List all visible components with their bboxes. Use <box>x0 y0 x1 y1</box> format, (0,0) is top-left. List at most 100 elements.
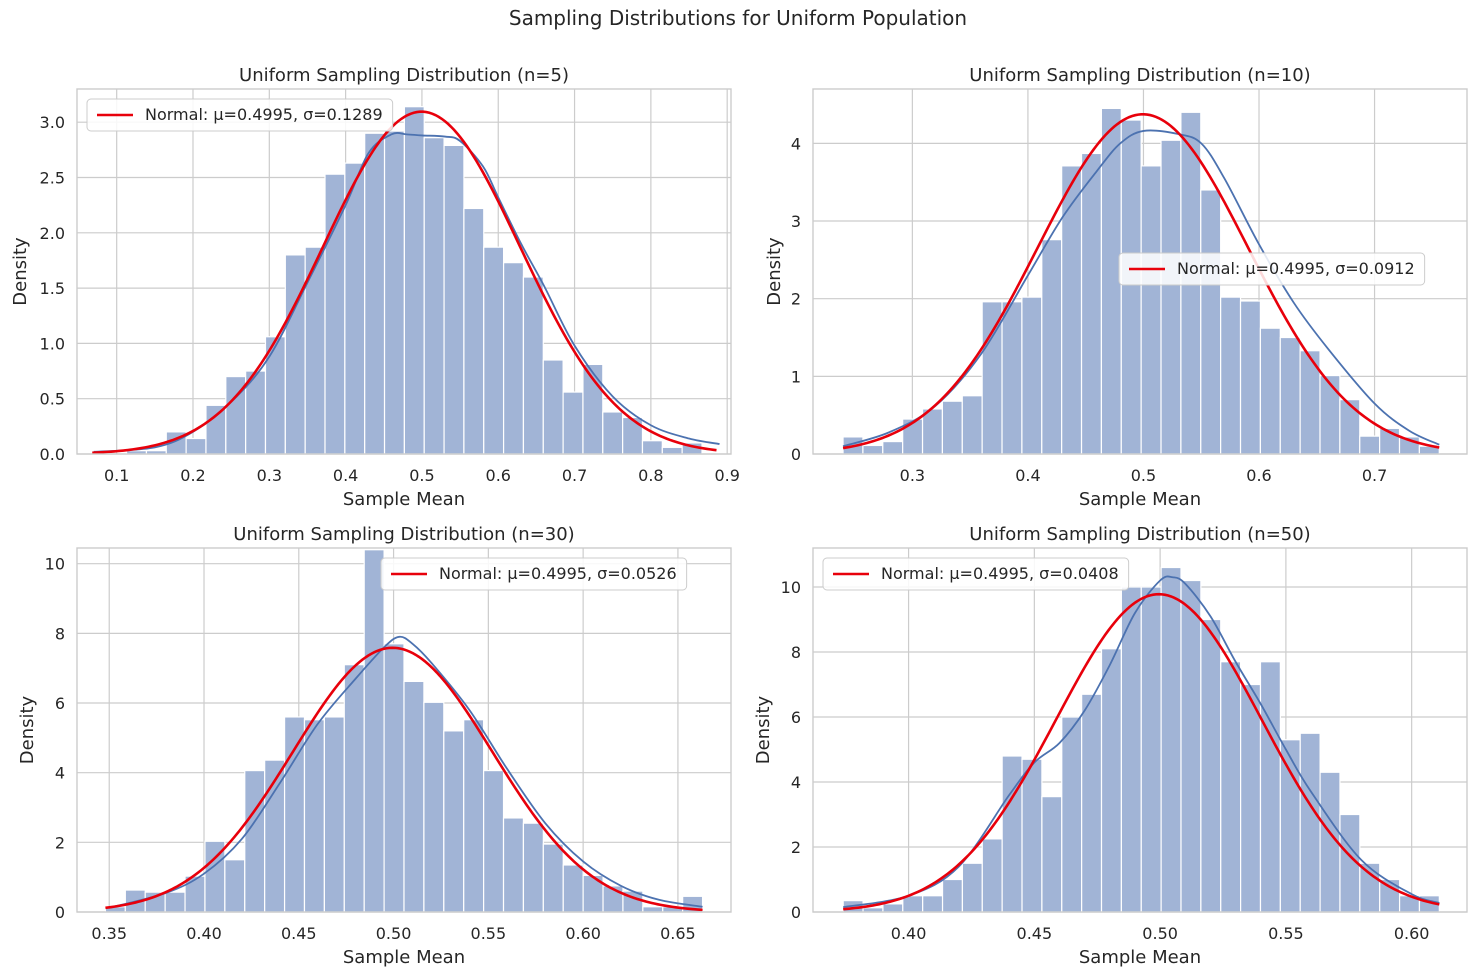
legend-box <box>1118 252 1426 286</box>
histogram-bar <box>443 144 465 455</box>
histogram-bar <box>283 716 306 913</box>
legend: Normal: μ=0.4995, σ=0.1289 <box>86 98 394 132</box>
histogram-bar <box>562 864 584 913</box>
histogram-bars <box>126 106 703 455</box>
histogram-bar <box>562 391 584 455</box>
histogram-bar <box>284 254 306 455</box>
histogram-bar <box>522 822 544 913</box>
histogram-bar <box>363 549 385 913</box>
histogram-bar <box>1220 661 1242 913</box>
normal-fit-line <box>842 113 1440 450</box>
normal-fit-line <box>92 110 717 455</box>
histogram-bar <box>1160 566 1182 913</box>
y-tick-label: 2.0 <box>40 224 65 243</box>
histogram-bar <box>164 891 186 913</box>
x-tick-label: 0.7 <box>562 466 587 485</box>
histogram-bar <box>882 440 904 455</box>
x-tick-label: 0.50 <box>1142 924 1178 943</box>
histogram-bar <box>622 416 644 455</box>
x-tick-label: 0.9 <box>714 466 739 485</box>
histogram-bar <box>423 701 445 913</box>
histogram-bar <box>1001 301 1023 455</box>
y-tick-label: 4 <box>791 773 801 792</box>
histogram-bar <box>1220 296 1242 455</box>
histogram-bar <box>1081 693 1103 913</box>
histogram-bar <box>502 817 525 913</box>
legend-label: Normal: μ=0.4995, σ=0.0912 <box>1177 259 1415 278</box>
histogram-bar <box>1120 119 1142 455</box>
histogram-bar <box>641 440 663 455</box>
histogram-bars <box>104 549 704 913</box>
axes-frame <box>76 88 732 455</box>
histogram-bar <box>323 716 345 913</box>
y-tick-label: 8 <box>55 624 65 643</box>
y-tick-label: 0.5 <box>40 390 65 409</box>
x-axis-label: Sample Mean <box>343 489 465 510</box>
legend-label: Normal: μ=0.4995, σ=0.1289 <box>145 105 383 124</box>
y-axis-label: Density <box>10 237 31 306</box>
x-tick-label: 0.50 <box>376 924 412 943</box>
histogram-bar <box>303 719 325 913</box>
histogram-bar <box>882 903 904 913</box>
histogram-bar <box>383 130 405 455</box>
histogram-bar <box>1259 661 1281 913</box>
histogram-bar <box>1140 586 1162 913</box>
histogram-bar <box>1259 327 1281 455</box>
y-tick-label: 0.0 <box>40 445 65 464</box>
x-tick-label: 0.60 <box>565 924 601 943</box>
x-axis-label: Sample Mean <box>1079 489 1201 510</box>
subplot-title: Uniform Sampling Distribution (n=50) <box>969 524 1310 545</box>
histogram-bar <box>364 132 386 455</box>
x-tick-label: 0.35 <box>91 924 127 943</box>
subplot-title: Uniform Sampling Distribution (n=5) <box>239 65 569 86</box>
y-tick-label: 3 <box>791 212 801 231</box>
y-tick-label: 2 <box>55 833 65 852</box>
kde-line <box>93 132 720 453</box>
x-tick-label: 0.6 <box>486 466 511 485</box>
x-tick-label: 0.5 <box>409 466 434 485</box>
histogram-bar <box>922 895 944 913</box>
histogram-bar <box>502 262 525 455</box>
x-tick-label: 0.55 <box>471 924 507 943</box>
histogram-bar <box>981 838 1003 913</box>
x-tick-label: 0.45 <box>281 924 317 943</box>
x-tick-label: 0.8 <box>638 466 663 485</box>
y-tick-label: 1.0 <box>40 334 65 353</box>
x-tick-label: 0.5 <box>1131 466 1156 485</box>
x-tick-label: 0.4 <box>333 466 358 485</box>
histogram-bar <box>244 769 266 913</box>
y-axis-label: Density <box>17 695 38 764</box>
x-tick-label: 0.2 <box>180 466 205 485</box>
histogram-bar <box>1061 716 1083 913</box>
histogram-bar <box>661 446 683 455</box>
histogram-bar <box>1299 732 1321 913</box>
x-axis-label: Sample Mean <box>1079 947 1201 968</box>
histogram-bar <box>1001 755 1023 913</box>
kde-line <box>108 635 703 909</box>
x-tick-label: 0.4 <box>1015 466 1040 485</box>
legend-box <box>86 98 394 132</box>
histogram-bar <box>1279 739 1301 913</box>
legend-box <box>822 557 1130 591</box>
legend-box <box>380 557 688 591</box>
histogram-bar <box>443 730 465 913</box>
histogram-bar <box>1100 648 1122 913</box>
histogram-bar <box>1041 796 1063 913</box>
histogram-bar <box>1339 399 1361 455</box>
y-tick-label: 8 <box>791 643 801 662</box>
subplot-4: 0.40 0.45 0.50 0.55 0.60 0 2 4 6 8 10 Uniform Sampl… <box>753 524 1468 968</box>
histogram-bar <box>1379 878 1401 913</box>
y-tick-label: 10 <box>45 555 65 574</box>
histogram-bar <box>522 276 544 455</box>
histogram-bar <box>1080 152 1103 455</box>
histogram-bar <box>423 137 445 455</box>
histogram-bar <box>403 106 425 455</box>
histogram-bar <box>1359 435 1381 455</box>
histogram-bar <box>483 769 505 913</box>
y-axis-label: Density <box>764 237 785 306</box>
histogram-bars <box>842 566 1440 913</box>
histogram-bar <box>1200 189 1222 455</box>
y-tick-label: 2.5 <box>40 168 65 187</box>
histogram-bar <box>184 875 206 913</box>
histogram-bar <box>343 664 365 913</box>
